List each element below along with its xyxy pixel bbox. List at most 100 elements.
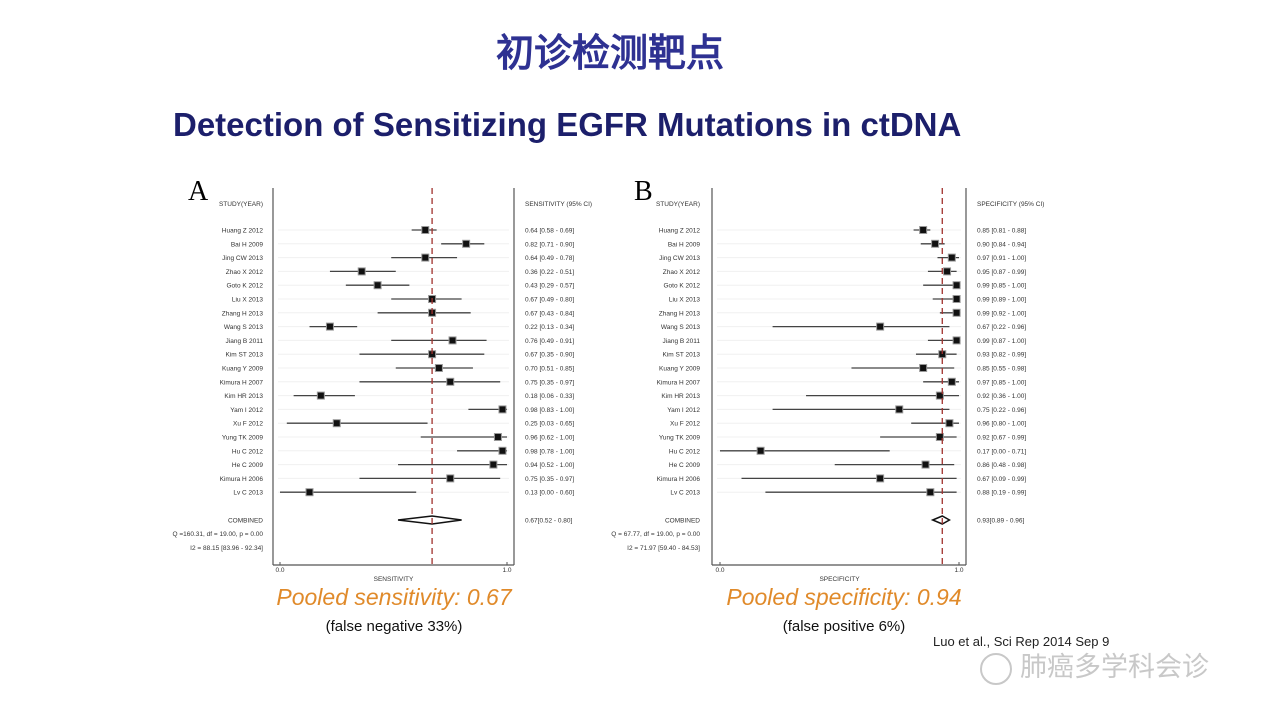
ci-label: 0.64 [0.58 - 0.69] — [525, 228, 574, 235]
study-label: Kim HR 2013 — [224, 393, 263, 400]
point-estimate — [446, 377, 455, 386]
study-label: Kimura H 2007 — [657, 379, 701, 386]
study-label: Jiang B 2011 — [663, 338, 701, 345]
study-label: Lv C 2013 — [233, 490, 263, 497]
ci-label: 0.99 [0.92 - 1.00] — [977, 310, 1026, 317]
point-estimate — [931, 239, 940, 248]
ci-label: 0.98 [0.78 - 1.00] — [525, 448, 574, 455]
slide-subtitle: Detection of Sensitizing EGFR Mutations … — [173, 106, 962, 143]
point-estimate — [325, 322, 334, 331]
point-estimate — [921, 460, 930, 469]
axis-tick-label: 1.0 — [954, 567, 963, 574]
q-statistic: Q =160.31, df = 19.00, p = 0.00 — [172, 531, 263, 538]
ci-label: 0.64 [0.49 - 0.78] — [525, 255, 574, 262]
ci-label: 0.75 [0.22 - 0.96] — [977, 407, 1026, 414]
study-label: Huang Z 2012 — [222, 228, 264, 235]
point-estimate — [462, 239, 471, 248]
point-estimate — [332, 419, 341, 428]
ci-label: 0.88 [0.19 - 0.99] — [977, 490, 1026, 497]
point-estimate — [943, 267, 952, 276]
ci-label: 0.75 [0.35 - 0.97] — [525, 379, 574, 386]
study-label: Bai H 2009 — [668, 241, 701, 248]
study-label: Wang S 2013 — [224, 324, 264, 331]
ci-label: 0.90 [0.84 - 0.94] — [977, 241, 1026, 248]
combined-diamond — [397, 515, 462, 525]
study-label: Jing CW 2013 — [659, 255, 700, 262]
ci-label: 0.97 [0.91 - 1.00] — [977, 255, 1026, 262]
study-label: Wang S 2013 — [661, 324, 701, 331]
x-axis-label: SENSITIVITY — [374, 576, 414, 583]
point-estimate — [421, 226, 430, 234]
i2-statistic: I2 = 88.15 [83.96 - 92.34] — [190, 545, 263, 552]
point-estimate — [316, 391, 325, 400]
study-label: Goto K 2012 — [664, 283, 701, 290]
point-estimate — [947, 377, 956, 386]
ci-label: 0.13 [0.00 - 0.60] — [525, 490, 574, 497]
study-label: Zhang H 2013 — [659, 310, 701, 317]
study-label: He C 2009 — [669, 462, 700, 469]
study-label: Yung TK 2009 — [222, 435, 263, 442]
axis-tick-label: 0.0 — [715, 567, 724, 574]
ci-label: 0.85 [0.81 - 0.88] — [977, 228, 1026, 235]
point-estimate — [947, 253, 956, 262]
study-label: Kuang Y 2009 — [659, 366, 700, 373]
false-positive-note: (false positive 6%) — [782, 618, 906, 635]
ci-label: 0.43 [0.29 - 0.57] — [525, 283, 574, 290]
study-label: Kim ST 2013 — [663, 352, 701, 359]
ci-label: 0.76 [0.49 - 0.91] — [525, 338, 574, 345]
point-estimate — [945, 419, 954, 428]
ci-label: 0.92 [0.36 - 1.00] — [977, 393, 1026, 400]
point-estimate — [498, 446, 507, 455]
point-estimate — [448, 336, 457, 345]
study-label: Lv C 2013 — [670, 490, 700, 497]
ci-header: SENSITIVITY (95% CI) — [525, 201, 592, 208]
study-label: Goto K 2012 — [227, 283, 264, 290]
point-estimate — [357, 267, 366, 276]
watermark-text: 肺癌多学科会诊 — [1020, 652, 1209, 683]
ci-label: 0.99 [0.85 - 1.00] — [977, 283, 1026, 290]
point-estimate — [919, 226, 928, 234]
ci-label: 0.22 [0.13 - 0.34] — [525, 324, 574, 331]
ci-header: SPECIFICITY (95% CI) — [977, 201, 1044, 208]
ci-label: 0.98 [0.83 - 1.00] — [525, 407, 574, 414]
study-label: Bai H 2009 — [231, 241, 264, 248]
point-estimate — [498, 405, 507, 414]
point-estimate — [919, 364, 928, 372]
i2-statistic: I2 = 71.97 [59.40 - 84.53] — [627, 545, 700, 552]
panel-letter: A — [188, 176, 209, 207]
study-label: Huang Z 2012 — [659, 228, 701, 235]
ci-label: 0.75 [0.35 - 0.97] — [525, 476, 574, 483]
ci-label: 0.85 [0.55 - 0.98] — [977, 366, 1026, 373]
ci-label: 0.97 [0.85 - 1.00] — [977, 379, 1026, 386]
point-estimate — [434, 364, 443, 372]
panel-letter: B — [634, 176, 653, 207]
pooled-sensitivity: Pooled sensitivity: 0.67 — [276, 584, 512, 610]
point-estimate — [493, 433, 502, 441]
point-estimate — [895, 405, 904, 414]
slide-title: 初诊检测靶点 — [495, 31, 724, 75]
ci-label: 0.67 [0.35 - 0.90] — [525, 352, 574, 359]
study-label: Kimura H 2006 — [220, 476, 264, 483]
study-label: Kuang Y 2009 — [222, 366, 263, 373]
ci-label: 0.86 [0.48 - 0.98] — [977, 462, 1026, 469]
point-estimate — [421, 253, 430, 262]
ci-label: 0.99 [0.89 - 1.00] — [977, 297, 1026, 304]
point-estimate — [952, 336, 961, 345]
study-label: Xu F 2012 — [670, 421, 700, 428]
ci-label: 0.92 [0.67 - 0.99] — [977, 435, 1026, 442]
point-estimate — [935, 433, 944, 441]
watermark: 肺癌多学科会诊 — [980, 645, 1209, 685]
ci-label: 0.67 [0.49 - 0.80] — [525, 297, 574, 304]
ci-label: 0.96 [0.62 - 1.00] — [525, 435, 574, 442]
point-estimate — [952, 295, 961, 303]
point-estimate — [373, 281, 382, 290]
study-label: Yung TK 2009 — [659, 435, 700, 442]
point-estimate — [952, 281, 961, 290]
study-label: Jing CW 2013 — [222, 255, 263, 262]
study-header: STUDY(YEAR) — [656, 201, 700, 208]
study-label: He C 2009 — [232, 462, 263, 469]
combined-label: COMBINED — [665, 518, 700, 525]
combined-label: COMBINED — [228, 518, 263, 525]
ci-label: 0.67 [0.22 - 0.96] — [977, 324, 1026, 331]
